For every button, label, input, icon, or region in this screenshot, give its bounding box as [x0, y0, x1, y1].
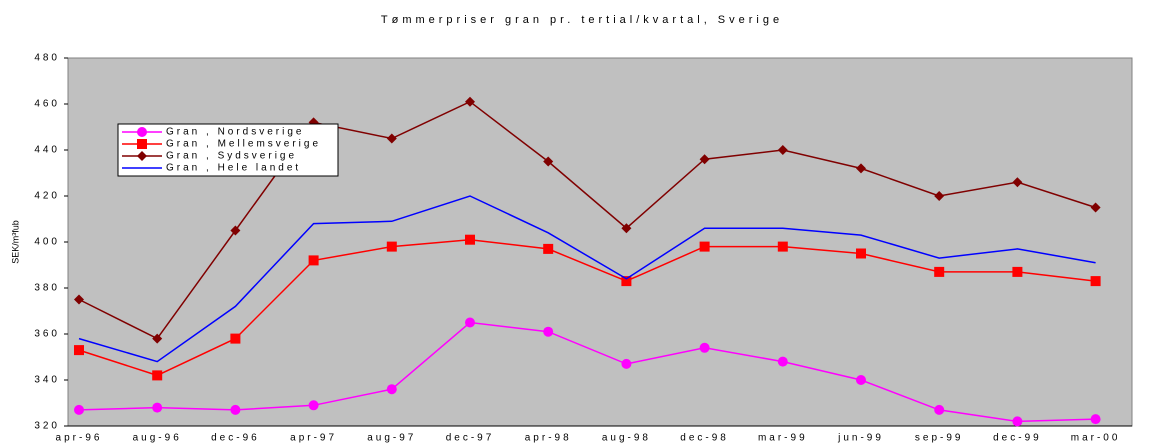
marker — [621, 276, 632, 287]
marker — [1090, 414, 1101, 425]
marker — [543, 156, 554, 167]
marker — [699, 241, 710, 252]
x-tick-label: aug-96 — [133, 433, 182, 444]
y-tick-label: 380 — [34, 283, 60, 294]
series-line — [78, 100, 1096, 340]
marker — [230, 404, 241, 415]
y-tick-label: 340 — [34, 375, 60, 386]
marker — [1090, 276, 1101, 287]
x-tick-label: dec-96 — [211, 433, 260, 444]
marker — [137, 139, 147, 149]
marker — [152, 370, 163, 381]
y-tick-label: 440 — [34, 145, 60, 156]
marker — [621, 223, 632, 234]
x-tick-label: apr-96 — [56, 433, 103, 444]
marker — [777, 356, 788, 367]
marker — [386, 241, 397, 252]
marker — [777, 241, 788, 252]
x-tick-label: mar-99 — [758, 433, 808, 444]
marker — [74, 404, 84, 415]
marker — [543, 326, 554, 337]
marker — [230, 225, 241, 236]
x-tick-label: apr-97 — [290, 433, 337, 444]
legend-label: Gran , Nordsverige — [166, 127, 304, 138]
series-line — [78, 238, 1096, 377]
marker — [1090, 202, 1101, 213]
x-tick-label: mar-00 — [1071, 433, 1121, 444]
marker — [1012, 177, 1023, 188]
marker — [543, 243, 554, 254]
marker — [1012, 416, 1023, 427]
legend-label: Gran , Hele landet — [166, 163, 301, 174]
marker — [856, 163, 866, 174]
marker — [934, 404, 945, 415]
y-axis-label: SEK/m³fub — [10, 220, 20, 264]
x-tick-label: aug-97 — [367, 433, 416, 444]
marker — [152, 333, 163, 344]
marker — [137, 151, 147, 161]
series-line — [78, 195, 1096, 363]
marker — [465, 317, 475, 328]
x-tick-label: dec-98 — [680, 433, 729, 444]
x-tick-label: dec-97 — [446, 433, 495, 444]
marker — [1012, 266, 1023, 277]
marker — [699, 342, 710, 353]
marker — [465, 234, 475, 245]
y-tick-label: 420 — [34, 191, 60, 202]
x-tick-label: aug-98 — [602, 433, 651, 444]
marker — [308, 400, 319, 411]
y-tick-label: 460 — [34, 99, 60, 110]
x-tick-label: apr-98 — [525, 433, 572, 444]
marker — [137, 127, 147, 137]
marker — [230, 333, 241, 344]
x-tick-label: sep-99 — [915, 433, 964, 444]
marker — [934, 191, 945, 201]
marker — [465, 96, 475, 107]
plot-area — [67, 57, 1133, 427]
y-tick-label: 400 — [34, 237, 60, 248]
marker — [386, 384, 397, 395]
y-tick-label: 480 — [34, 53, 60, 64]
legend-label: Gran , Mellemsverige — [166, 139, 321, 150]
marker — [308, 255, 319, 266]
marker — [934, 266, 945, 277]
marker — [386, 133, 397, 144]
y-tick-label: 360 — [34, 329, 60, 340]
marker — [699, 154, 710, 165]
marker — [856, 375, 866, 385]
x-tick-label: dec-99 — [993, 433, 1042, 444]
marker — [621, 358, 632, 369]
marker — [777, 145, 788, 155]
legend-label: Gran , Sydsverige — [166, 151, 297, 162]
marker — [74, 294, 84, 305]
chart-title: Tømmerpriser gran pr. tertial/kvartal, S… — [381, 14, 783, 26]
marker — [74, 345, 84, 356]
marker — [152, 402, 163, 413]
y-tick-label: 320 — [34, 421, 60, 432]
series-line — [78, 321, 1096, 423]
marker — [856, 248, 866, 259]
x-tick-label: jun-99 — [837, 433, 884, 444]
